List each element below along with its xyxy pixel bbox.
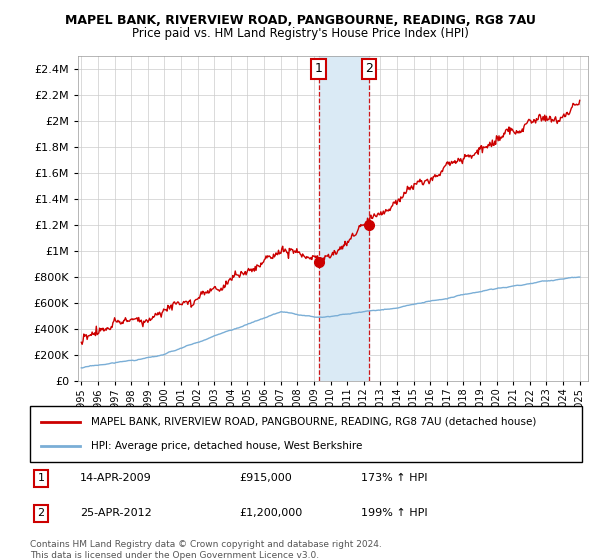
Text: 1: 1 <box>314 63 322 76</box>
Text: 2: 2 <box>365 63 373 76</box>
Text: 14-APR-2009: 14-APR-2009 <box>80 473 151 483</box>
Text: MAPEL BANK, RIVERVIEW ROAD, PANGBOURNE, READING, RG8 7AU (detached house): MAPEL BANK, RIVERVIEW ROAD, PANGBOURNE, … <box>91 417 536 427</box>
Text: Price paid vs. HM Land Registry's House Price Index (HPI): Price paid vs. HM Land Registry's House … <box>131 27 469 40</box>
Text: 199% ↑ HPI: 199% ↑ HPI <box>361 508 428 518</box>
Text: 2: 2 <box>37 508 44 518</box>
Text: £915,000: £915,000 <box>240 473 293 483</box>
Text: Contains HM Land Registry data © Crown copyright and database right 2024.
This d: Contains HM Land Registry data © Crown c… <box>30 540 382 560</box>
FancyBboxPatch shape <box>30 406 582 462</box>
Text: 25-APR-2012: 25-APR-2012 <box>80 508 151 518</box>
Text: MAPEL BANK, RIVERVIEW ROAD, PANGBOURNE, READING, RG8 7AU: MAPEL BANK, RIVERVIEW ROAD, PANGBOURNE, … <box>65 14 535 27</box>
Text: HPI: Average price, detached house, West Berkshire: HPI: Average price, detached house, West… <box>91 441 362 451</box>
Text: 1: 1 <box>38 473 44 483</box>
Text: 173% ↑ HPI: 173% ↑ HPI <box>361 473 428 483</box>
Bar <box>319 56 369 381</box>
Text: £1,200,000: £1,200,000 <box>240 508 303 518</box>
